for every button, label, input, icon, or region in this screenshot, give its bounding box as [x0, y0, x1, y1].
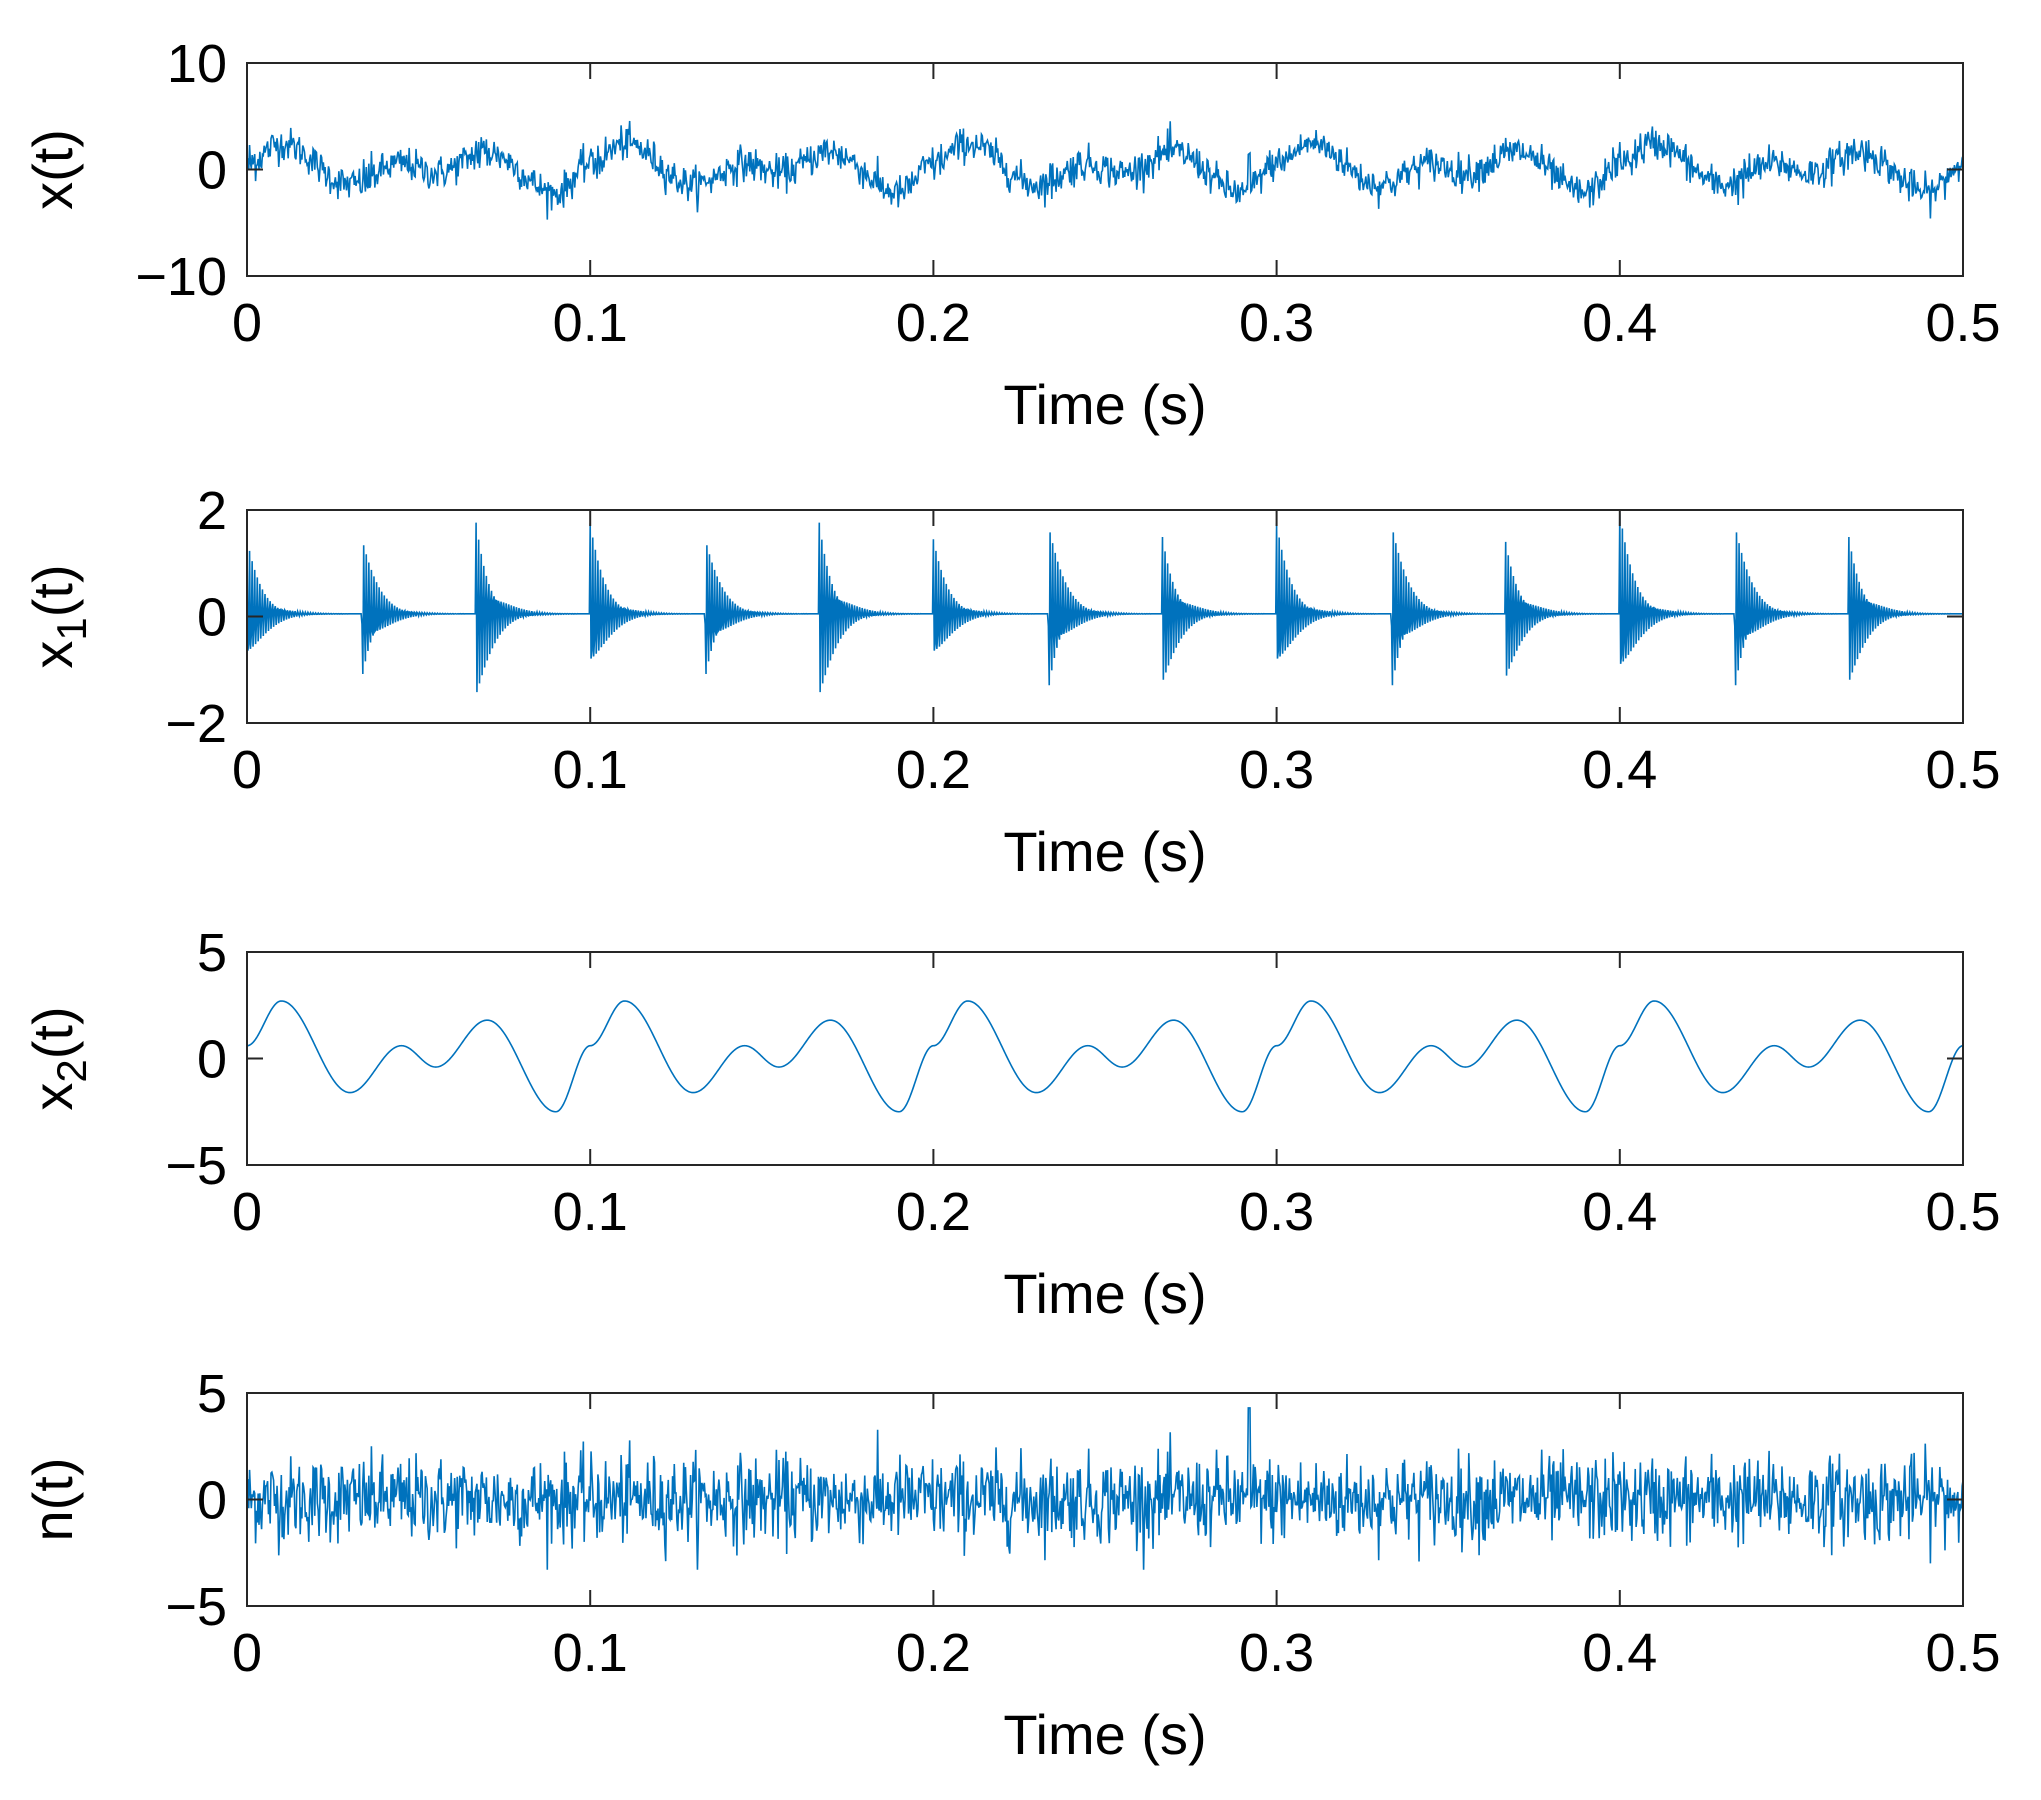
x-tick-label: 0	[232, 740, 262, 800]
x-tick-label: 0.4	[1582, 1182, 1657, 1242]
y-tick-label: −5	[165, 1577, 227, 1637]
x-tick-label: 0.1	[553, 1182, 628, 1242]
y-tick-label: 0	[197, 588, 227, 648]
y-tick-label: 0	[197, 1030, 227, 1090]
y-tick-label: −2	[165, 694, 227, 754]
series-line-n	[247, 1407, 1963, 1570]
x-axis-label: Time (s)	[1003, 373, 1206, 436]
y-tick-label: −5	[165, 1136, 227, 1196]
x-tick-label: 0.4	[1582, 740, 1657, 800]
x-tick-label: 0	[232, 293, 262, 353]
y-axis-label: n(t)	[21, 1457, 84, 1541]
axes-frame	[246, 62, 1964, 277]
x-tick-label: 0.2	[896, 293, 971, 353]
x-tick-label: 0.2	[896, 1623, 971, 1683]
x-axis-label: Time (s)	[1003, 1262, 1206, 1325]
x-tick-label: 0.2	[896, 740, 971, 800]
y-tick-label: 2	[197, 481, 227, 541]
y-tick-label: 5	[197, 923, 227, 983]
x-tick-label: 0.3	[1239, 293, 1314, 353]
x-tick-label: 0.2	[896, 1182, 971, 1242]
x-tick-label: 0.3	[1239, 1623, 1314, 1683]
y-axis-label: x2(t)	[21, 1006, 95, 1110]
x-tick-label: 0	[232, 1182, 262, 1242]
series-line-x1	[247, 512, 1963, 693]
x-tick-label: 0.5	[1925, 293, 2000, 353]
series-line-x2	[247, 1000, 1963, 1113]
x-tick-label: 0.1	[553, 1623, 628, 1683]
x-tick-label: 0.5	[1925, 740, 2000, 800]
x-tick-label: 0.5	[1925, 1623, 2000, 1683]
x-tick-label: 0.1	[553, 740, 628, 800]
x-tick-label: 0.4	[1582, 293, 1657, 353]
y-axis-label: x1(t)	[21, 564, 95, 668]
x-tick-label: 0.3	[1239, 1182, 1314, 1242]
x-tick-label: 0.3	[1239, 740, 1314, 800]
x-axis-label: Time (s)	[1003, 1703, 1206, 1766]
y-tick-label: 5	[197, 1364, 227, 1424]
series-line-x	[247, 120, 1963, 220]
y-tick-label: 10	[167, 34, 227, 94]
x-tick-label: 0.4	[1582, 1623, 1657, 1683]
y-tick-label: −10	[135, 247, 227, 307]
x-tick-label: 0.1	[553, 293, 628, 353]
y-tick-label: 0	[197, 1471, 227, 1531]
y-axis-label: x(t)	[21, 129, 84, 210]
x-tick-label: 0	[232, 1623, 262, 1683]
x-tick-label: 0.5	[1925, 1182, 2000, 1242]
axes-frame	[246, 951, 1964, 1166]
x-axis-label: Time (s)	[1003, 820, 1206, 883]
y-tick-label: 0	[197, 141, 227, 201]
